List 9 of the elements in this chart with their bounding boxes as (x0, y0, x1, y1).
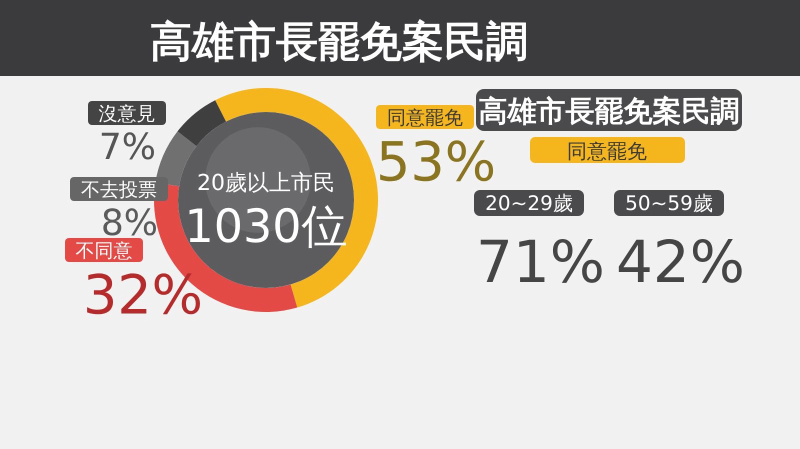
card-subtitle: 同意罷免 (567, 139, 647, 163)
annotation: 20歲以上市民 (197, 171, 335, 196)
annotation: 1030位 (184, 199, 348, 253)
card-annotation: 42% (616, 228, 745, 296)
card-annotation: 20~29歲 (485, 191, 573, 215)
title: 高雄市長罷免案民調 (150, 17, 528, 66)
card-annotation: 50~59歲 (625, 191, 713, 215)
card-annotation: 71% (476, 228, 605, 296)
card-title: 高雄市長罷免案民調 (478, 94, 740, 128)
